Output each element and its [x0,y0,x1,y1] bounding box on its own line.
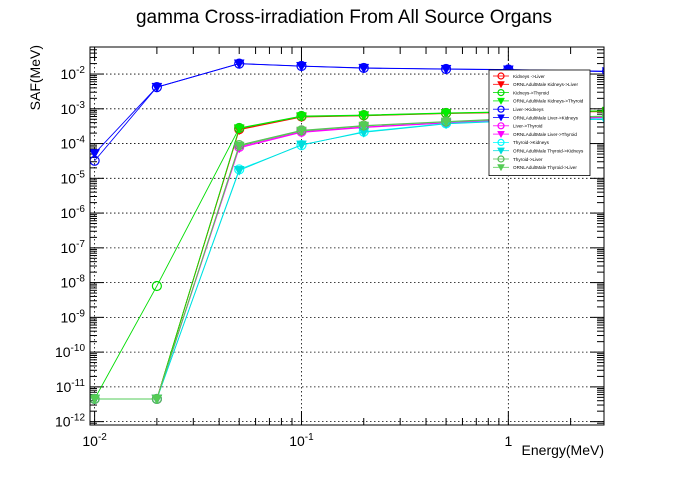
legend-marker [497,147,505,155]
legend-entry: Kidneys->Thyroid [493,88,549,97]
data-point [296,140,307,151]
legend-entry: ORNLAdultMale Kidneys->Thyroid [493,97,584,105]
data-point [601,114,604,123]
y-tick-label: 10-7 [61,239,86,256]
legend-marker [497,105,505,113]
legend-marker [497,88,505,97]
y-tick-label: 10-2 [61,65,86,82]
y-axis-label: SAF(MeV) [27,45,43,110]
y-tick-label: 10-11 [56,378,86,395]
y-tick-label: 10-8 [61,274,86,291]
chart-title: gamma Cross-irradiation From All Source … [136,7,552,28]
x-tick-label: 1 [504,433,512,449]
y-tick-label: 10-10 [55,343,85,360]
legend-entry: ORNLAdultMale Thyroid->Kidneys [493,147,584,155]
y-tick-label: 10-5 [61,169,86,186]
legend-label: ORNLAdultMale Liver->Kidneys [513,115,579,120]
legend-label: Liver->Kidneys [513,107,544,112]
data-point [233,141,245,152]
data-point [601,111,604,121]
legend-label: Thyroid->Liver [513,157,543,162]
data-point [151,280,162,292]
data-point [233,124,245,135]
legend-label: ORNLAdultMale Thyroid->Kidneys [513,149,584,154]
legend: Kidneys ->Liver ORNLAdultMale Kidneys->Li… [488,69,591,176]
data-point [358,63,370,74]
data-point [151,394,163,405]
legend-entry: ORNLAdultMale Liver->Thyroid [493,131,577,139]
x-tick-label: 10-2 [82,432,107,449]
y-tick-label: 10-12 [55,413,85,430]
legend-marker [497,164,505,172]
legend-marker [497,114,505,122]
legend-marker [497,131,505,139]
data-point [296,126,307,137]
data-point [440,64,452,75]
legend-marker [497,72,505,80]
legend-label: ORNLAdultMale Thyroid->Liver [513,165,577,170]
legend-label: ORNLAdultMale Kidneys->Thyroid [513,99,584,104]
axis-layer: 10-2 10-1 110-1210-1110-1010-910-810-710-6… [55,46,604,449]
legend-entry: ORNLAdultMale Thyroid->Liver [493,164,577,172]
y-tick-label: 10-4 [61,135,86,152]
legend-entry: ORNLAdultMale Liver->Kidneys [493,114,579,122]
legend-label: ORNLAdultMale Kidneys->Liver [513,82,578,87]
data-point [440,109,452,119]
legend-label: Liver->Thyroid [513,124,543,129]
x-axis-label: Energy(MeV) [522,442,604,458]
legend-marker [497,81,505,89]
legend-entry: Thyroid->Kidneys [493,138,550,146]
data-point [233,59,245,70]
data-point [296,61,307,72]
legend-marker [497,97,505,105]
data-point [358,121,370,132]
legend-label: Kidneys ->Liver [513,74,545,79]
legend-marker [497,122,505,130]
legend-box [488,69,591,176]
data-point [358,111,370,122]
legend-marker [497,138,505,146]
data-point [151,82,163,93]
data-point [90,149,101,159]
legend-label: Kidneys->Thyroid [513,90,549,95]
legend-entry: Kidneys ->Liver [493,72,545,80]
legend-entry: Liver->Thyroid [493,122,543,130]
legend-entry: ORNLAdultMale Kidneys->Liver [493,81,578,89]
legend-entry: Thyroid->Liver [493,155,543,163]
legend-label: ORNLAdultMale Liver->Thyroid [513,132,577,137]
legend-marker [497,155,505,163]
y-tick-label: 10-9 [61,308,86,325]
plot-frame [89,46,605,426]
y-tick-label: 10-3 [61,100,86,117]
legend-entry: Liver->Kidneys [493,105,544,113]
data-point [233,166,245,176]
data-point [296,112,307,123]
data-point [440,117,452,128]
y-tick-label: 10-6 [61,204,86,221]
data-point [90,394,101,405]
x-tick-label: 10-1 [289,432,314,449]
legend-label: Thyroid->Kidneys [513,140,550,145]
